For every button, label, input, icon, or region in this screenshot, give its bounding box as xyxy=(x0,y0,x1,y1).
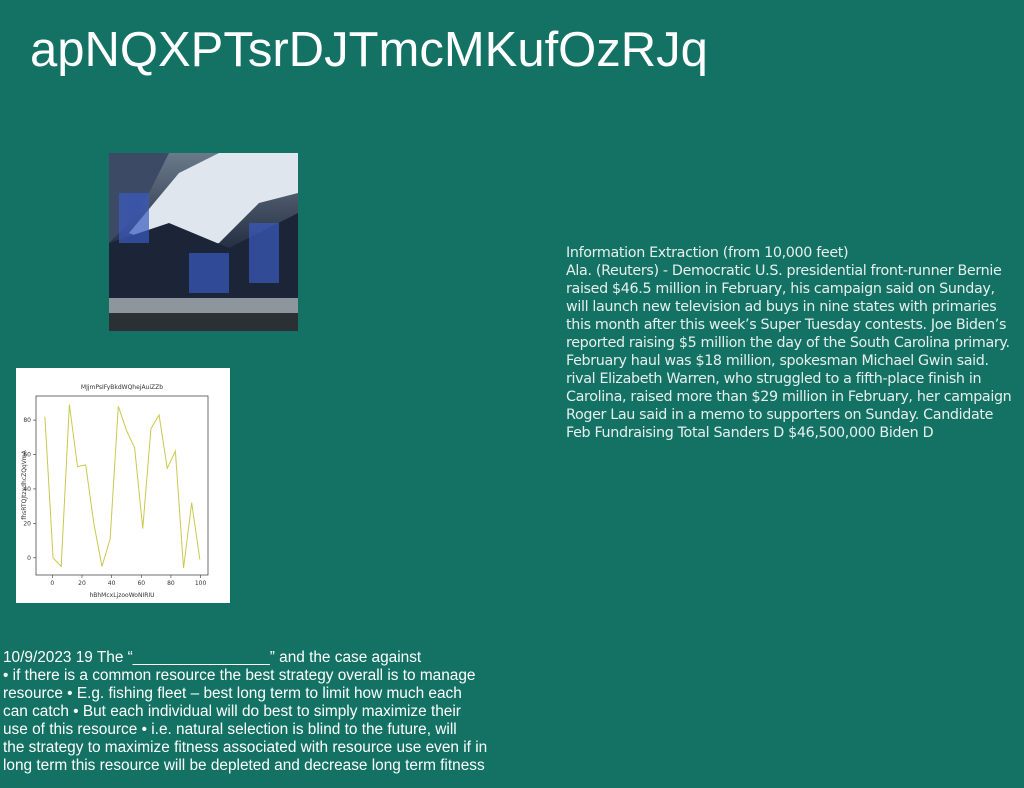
y-tick-label: 40 xyxy=(23,486,31,493)
text-line: February haul was $18 million, spokesman… xyxy=(566,353,989,369)
text-line: long term this resource will be depleted… xyxy=(3,757,485,774)
text-line: • if there is a common resource the best… xyxy=(3,667,476,684)
text-line: this month after this week’s Super Tuesd… xyxy=(566,317,1007,333)
text-line: can catch • But each individual will do … xyxy=(3,703,461,720)
text-line: 10/9/2023 19 The “________________” and … xyxy=(3,649,422,666)
x-axis-label: hBhMcxLjzooWoNIRIU xyxy=(89,592,154,599)
plot-frame xyxy=(35,395,209,576)
x-tick-label: 100 xyxy=(195,580,207,587)
photo xyxy=(109,153,298,331)
data-line xyxy=(44,404,201,569)
y-tick-label: 0 xyxy=(27,555,31,562)
text-line: will launch new television ad buys in ni… xyxy=(566,299,997,315)
text-line: Information Extraction (from 10,000 feet… xyxy=(566,245,849,261)
page-title: apNQXPTsrDJTmcMKufOzRJq xyxy=(30,23,708,77)
text-line: Carolina, raised more than $29 million i… xyxy=(566,389,1012,405)
x-tick-label: 80 xyxy=(167,580,175,587)
chart-title: MJjmPsIFyBkdWQhejAuiZZb xyxy=(81,384,163,391)
text-line: rival Elizabeth Warren, who struggled to… xyxy=(566,371,982,387)
notes: 10/9/2023 19 The “________________” and … xyxy=(3,649,487,775)
text-line: Ala. (Reuters) - Democratic U.S. preside… xyxy=(566,263,1002,279)
article: Information Extraction (from 10,000 feet… xyxy=(566,245,1012,443)
line-chart: MJjmPsIFyBkdWQhejAuiZZb hBhMcxLjzooWoNIR… xyxy=(16,368,230,603)
x-tick-label: 40 xyxy=(108,580,116,587)
y-tick-label: 80 xyxy=(23,417,31,424)
y-tick-label: 60 xyxy=(23,452,31,459)
x-tick-label: 20 xyxy=(78,580,86,587)
text-line: the strategy to maximize fitness associa… xyxy=(3,739,488,756)
text-line: raised $46.5 million in February, his ca… xyxy=(566,281,995,297)
text-line: resource • E.g. fishing fleet – best lon… xyxy=(3,685,462,702)
y-tick-label: 20 xyxy=(23,520,31,527)
text-line: use of this resource • i.e. natural sele… xyxy=(3,721,457,738)
text-line: Roger Lau said in a memo to supporters o… xyxy=(566,407,994,423)
text-line: Feb Fundraising Total Sanders D $46,500,… xyxy=(566,425,934,441)
y-axis-label: fhsRTQJtzxdhcZQqVmA xyxy=(21,449,28,519)
x-tick-label: 60 xyxy=(137,580,145,587)
text-line: reported raising $5 million the day of t… xyxy=(566,335,1010,351)
x-tick-label: 0 xyxy=(50,580,54,587)
